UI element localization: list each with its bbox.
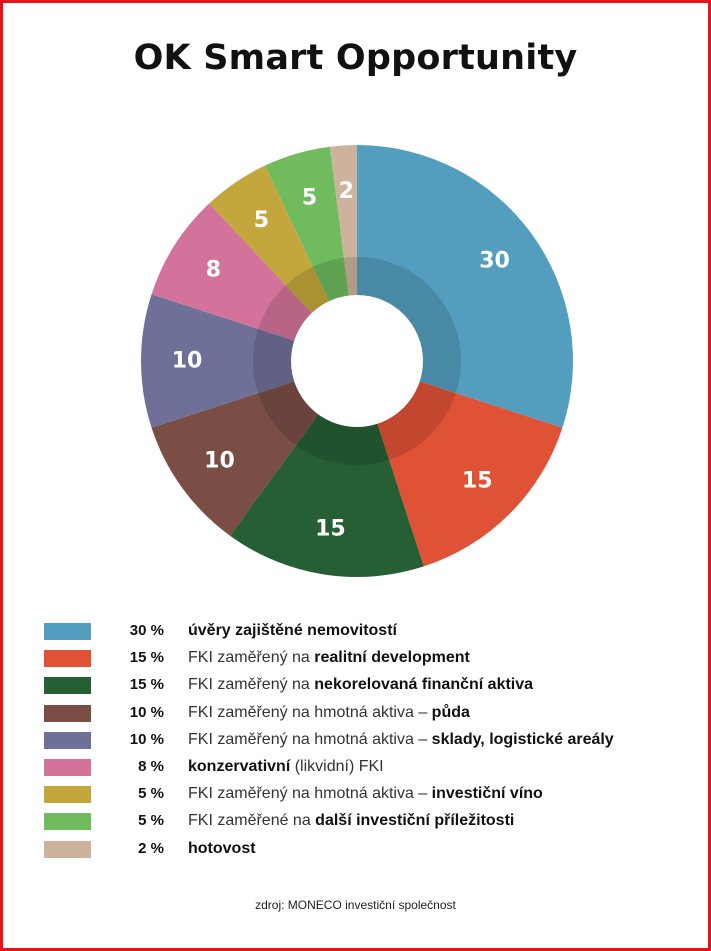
legend-swatch	[44, 731, 91, 749]
slice-label-fki-zamereny-na-hmotna-aktiva-puda: 10	[204, 448, 235, 473]
slice-label-fki-zamereny-na-nekorelovana-financni-aktiva: 15	[315, 516, 346, 541]
legend-label: úvěry zajištěné nemovitostí	[188, 622, 397, 640]
legend-percent: 5 %	[138, 785, 164, 803]
legend-swatch	[44, 623, 91, 640]
slice-label-fki-zamereny-na-realitni-development: 15	[462, 469, 493, 494]
legend-swatch	[44, 758, 91, 776]
legend-percent: 8 %	[138, 757, 164, 775]
legend-label-bold-part: sklady, logistické areály	[431, 730, 614, 748]
legend-swatch	[44, 813, 91, 831]
legend-label: FKI zaměřený na realitní development	[188, 649, 470, 667]
legend-label: FKI zaměřený na hmotná aktiva – investič…	[188, 785, 543, 803]
legend-label-bold-part: další investiční příležitosti	[315, 812, 515, 830]
legend-label-bold-part: úvěry zajištěné nemovitostí	[188, 622, 397, 639]
legend-percent: 10 %	[129, 730, 164, 748]
slice-label-konzervativni-likvidni-fki: 8	[206, 257, 221, 282]
legend-label: FKI zaměřené na další investiční příleži…	[188, 812, 514, 830]
legend-label-regular-part: FKI zaměřený na hmotná aktiva –	[188, 785, 432, 803]
legend-label-regular-part: (likvidní) FKI	[290, 757, 384, 775]
legend-label-regular-part: FKI zaměřený na hmotná aktiva –	[188, 730, 432, 748]
legend-swatch	[44, 704, 91, 722]
legend-percent: 10 %	[129, 703, 164, 721]
legend-label-regular-part: FKI zaměřené na	[188, 812, 316, 830]
legend-label: FKI zaměřený na hmotná aktiva – půda	[188, 704, 470, 722]
legend-label: konzervativní (likvidní) FKI	[188, 758, 384, 776]
chart-title: OK Smart Opportunity	[133, 38, 578, 78]
slice-label-fki-zamereny-na-hmotna-aktiva-investicni-vino: 5	[254, 208, 269, 233]
legend-label-bold-part: realitní development	[314, 649, 470, 667]
slice-label-uvery-zajistene-nemovitosti: 30	[479, 249, 510, 274]
slice-label-hotovost: 2	[339, 179, 354, 204]
legend-percent: 15 %	[129, 649, 164, 667]
legend-label-regular-part: FKI zaměřený na	[188, 649, 315, 667]
legend-label: FKI zaměřený na nekorelovaná finanční ak…	[188, 676, 533, 694]
slice-fki-zamereny-na-hmotna-aktiva-puda	[151, 361, 357, 536]
source-note: zdroj: MONECO investiční společnost	[255, 898, 456, 912]
legend-label-bold-part: hotovost	[188, 839, 256, 857]
legend-label: hotovost	[188, 840, 256, 858]
legend-swatch	[44, 677, 91, 695]
legend-label-bold-part: půda	[431, 703, 470, 721]
legend-percent: 5 %	[138, 812, 164, 830]
legend-label-bold-part: konzervativní	[188, 757, 291, 775]
slice-fki-zamereny-na-realitni-development	[357, 361, 563, 567]
slice-label-fki-zamereny-na-hmotna-aktiva-sklady-logisticke-arealy: 10	[172, 349, 203, 374]
legend-percent: 30 %	[129, 622, 164, 639]
legend-swatch	[44, 840, 91, 858]
slice-fki-zamereny-na-nekorelovana-financni-aktiva	[230, 361, 424, 577]
legend-label-bold-part: nekorelovaná finanční aktiva	[314, 676, 534, 694]
legend-percent: 15 %	[129, 676, 164, 694]
legend-label-regular-part: FKI zaměřený na hmotná aktiva –	[188, 703, 432, 721]
legend-percent: 2 %	[138, 839, 164, 857]
legend-swatch	[44, 786, 91, 804]
legend-label: FKI zaměřený na hmotná aktiva – sklady, …	[188, 731, 614, 749]
donut-hole	[291, 295, 423, 427]
slice-label-fki-zamerene-na-dalsi-investicni-prilezitosti: 5	[302, 185, 317, 210]
legend-swatch	[44, 650, 91, 668]
slice-fki-zamereny-na-hmotna-aktiva-sklady-logisticke-arealy	[141, 294, 357, 428]
legend-label-regular-part: FKI zaměřený na	[188, 676, 315, 694]
legend-label-bold-part: investiční víno	[431, 785, 543, 803]
